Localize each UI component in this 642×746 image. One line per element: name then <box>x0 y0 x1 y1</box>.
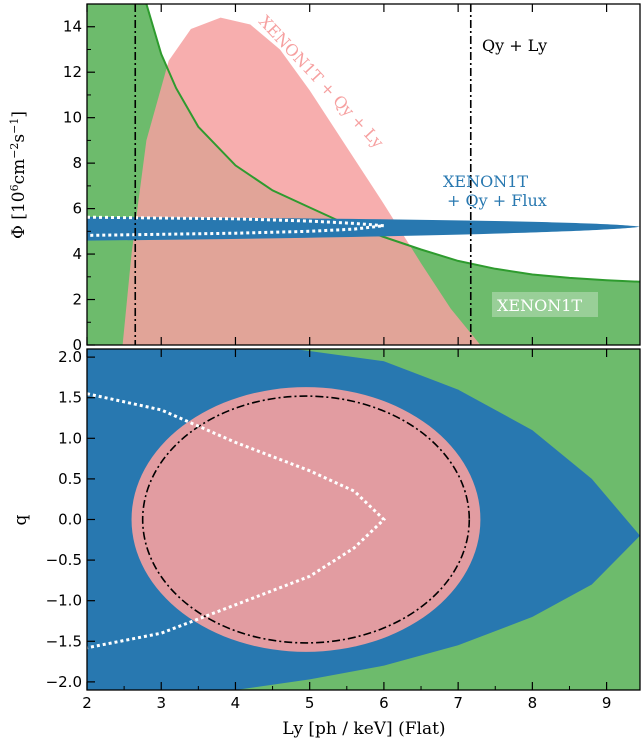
top-plot-area <box>87 4 640 345</box>
top-ylabel-part: −1 <box>8 118 21 134</box>
top-yaxis-ticks: 0 2 4 6 8 10 12 14 <box>63 4 608 354</box>
top-ylabel-part: Φ [10 <box>9 191 29 239</box>
annotation-xenon1t-box <box>492 292 598 317</box>
annotation-xenon1t-flux-line2: + Qy + Flux <box>447 191 547 210</box>
bottom-yaxis-ticks: −2.0 −1.5 −1.0 −0.5 0.0 0.5 1.0 1.5 2.0 <box>46 348 95 691</box>
top-ytick-label: 8 <box>72 154 82 172</box>
top-frame <box>86 3 641 346</box>
top-ytick-label: 0 <box>72 336 82 354</box>
top-ytick-label: 12 <box>63 63 82 81</box>
bottom-xtick-label: 5 <box>305 694 315 712</box>
xenon1t-qy-ly-region <box>122 17 481 345</box>
bottom-ytick-label: 0.0 <box>58 511 82 529</box>
bottom-ylabel: q <box>11 514 31 525</box>
top-ylabel-part: −2 <box>8 143 21 159</box>
bottom-xtick-label: 3 <box>156 694 166 712</box>
bottom-ytick-label: −1.5 <box>46 632 82 650</box>
bottom-ytick-label: 1.0 <box>58 429 82 447</box>
top-ytick-label: 6 <box>72 200 82 218</box>
top-ytick-label: 2 <box>72 291 82 309</box>
bottom-white-dotted-contour <box>87 392 387 650</box>
annotation-qy-ly: Qy + Ly <box>482 36 547 55</box>
bottom-ytick-label: 0.5 <box>58 470 82 488</box>
annotation-xenon1t: XENON1T <box>497 296 582 315</box>
annotation-xenon1t-flux-line1: XENON1T <box>443 172 528 191</box>
top-ylabel-part: s <box>9 134 29 143</box>
bottom-qy-ly-dashdot-contour <box>141 395 471 644</box>
bottom-ytick-label: −1.0 <box>46 592 82 610</box>
top-ylabel-part: cm <box>9 159 29 185</box>
bottom-xtick-label: 2 <box>82 694 92 712</box>
bottom-xlabel: Ly [ph / keV] (Flat) <box>282 719 445 739</box>
top-white-dotted-contour <box>87 215 385 237</box>
bottom-xtick-label: 6 <box>379 694 389 712</box>
bottom-xtick-label: 4 <box>231 694 241 712</box>
bottom-qy-ly-ellipse <box>131 387 481 652</box>
top-ytick-label: 14 <box>63 18 82 36</box>
bottom-xtick-label: 8 <box>528 694 538 712</box>
bottom-xtick-label: 7 <box>453 694 463 712</box>
bottom-ytick-label: 2.0 <box>58 348 82 366</box>
top-ylabel: Φ [106cm−2s−1] <box>8 111 30 239</box>
bottom-ytick-label: −0.5 <box>46 551 82 569</box>
top-ylabel-part: ] <box>9 111 29 118</box>
bottom-panel: −2.0 −1.5 −1.0 −0.5 0.0 0.5 1.0 1.5 2.0 2 3 4 5 6 7 8 9… <box>11 348 641 739</box>
top-ytick-label: 4 <box>72 245 82 263</box>
bottom-ytick-label: 1.5 <box>58 389 82 407</box>
bottom-plot-area <box>87 349 640 690</box>
bottom-xaxis-ticks: 2 3 4 5 6 7 8 9 <box>82 349 611 712</box>
bottom-ytick-label: −2.0 <box>46 673 82 691</box>
top-ytick-label: 10 <box>63 109 82 127</box>
bottom-xtick-label: 9 <box>602 694 612 712</box>
top-ylabel-part: 6 <box>8 184 21 191</box>
